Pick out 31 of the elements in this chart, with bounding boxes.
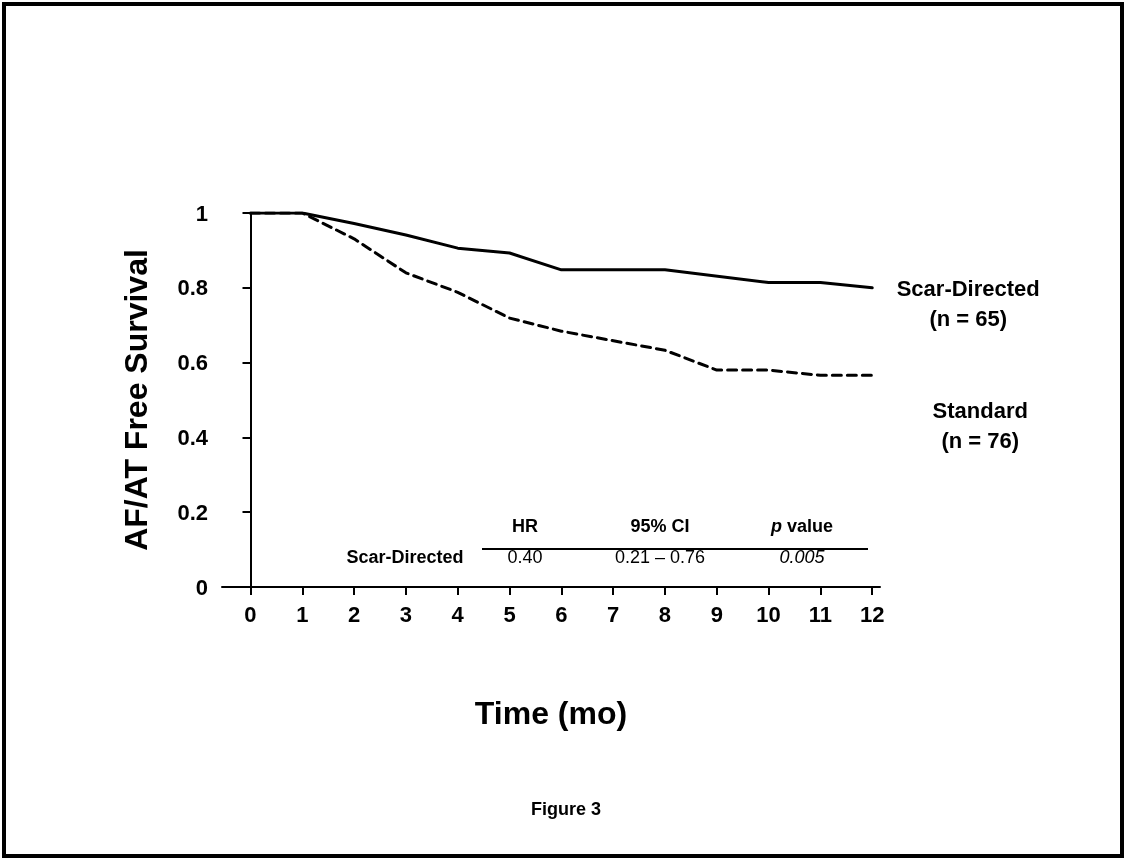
y-axis-title: AF/AT Free Survival: [118, 249, 154, 551]
x-tick-label: 0: [244, 601, 257, 627]
x-tick-label: 6: [555, 601, 568, 627]
x-tick-label: 1: [296, 601, 309, 627]
x-tick-label: 8: [658, 601, 672, 627]
y-tick-label: 1: [195, 200, 208, 226]
x-tick-label: 12: [859, 601, 885, 627]
annotation: p value: [769, 516, 834, 536]
y-tick-label: 0: [195, 574, 208, 600]
series-label: Scar-Directed (n = 65): [896, 276, 1040, 332]
x-tick-label: 7: [607, 601, 620, 627]
x-axis-title: Time (mo): [474, 695, 628, 731]
x-tick-label: 4: [451, 601, 465, 627]
x-tick-label: 5: [503, 601, 516, 627]
annotation: HR: [512, 516, 538, 536]
y-tick-label: 0.2: [177, 499, 208, 525]
x-tick-label: 9: [710, 601, 723, 627]
x-tick-label: 3: [399, 601, 413, 627]
x-tick-label: 10: [756, 601, 781, 627]
annotation: 95% CI: [630, 516, 690, 536]
annotation: 0.005: [779, 547, 826, 567]
text: Standard (n = 76): [932, 397, 1028, 453]
y-tick-label: 0.4: [177, 424, 209, 450]
annotation: Scar-Directed: [346, 547, 464, 567]
annotation: 0.40: [507, 547, 543, 567]
y-tick-label: 0.6: [177, 350, 208, 376]
caption: Figure 3: [530, 799, 602, 819]
x-tick-label: 2: [347, 601, 361, 627]
annotation: 0.21 – 0.76: [614, 547, 706, 567]
x-tick-label: 11: [808, 601, 833, 627]
y-tick-label: 0.8: [177, 275, 208, 301]
